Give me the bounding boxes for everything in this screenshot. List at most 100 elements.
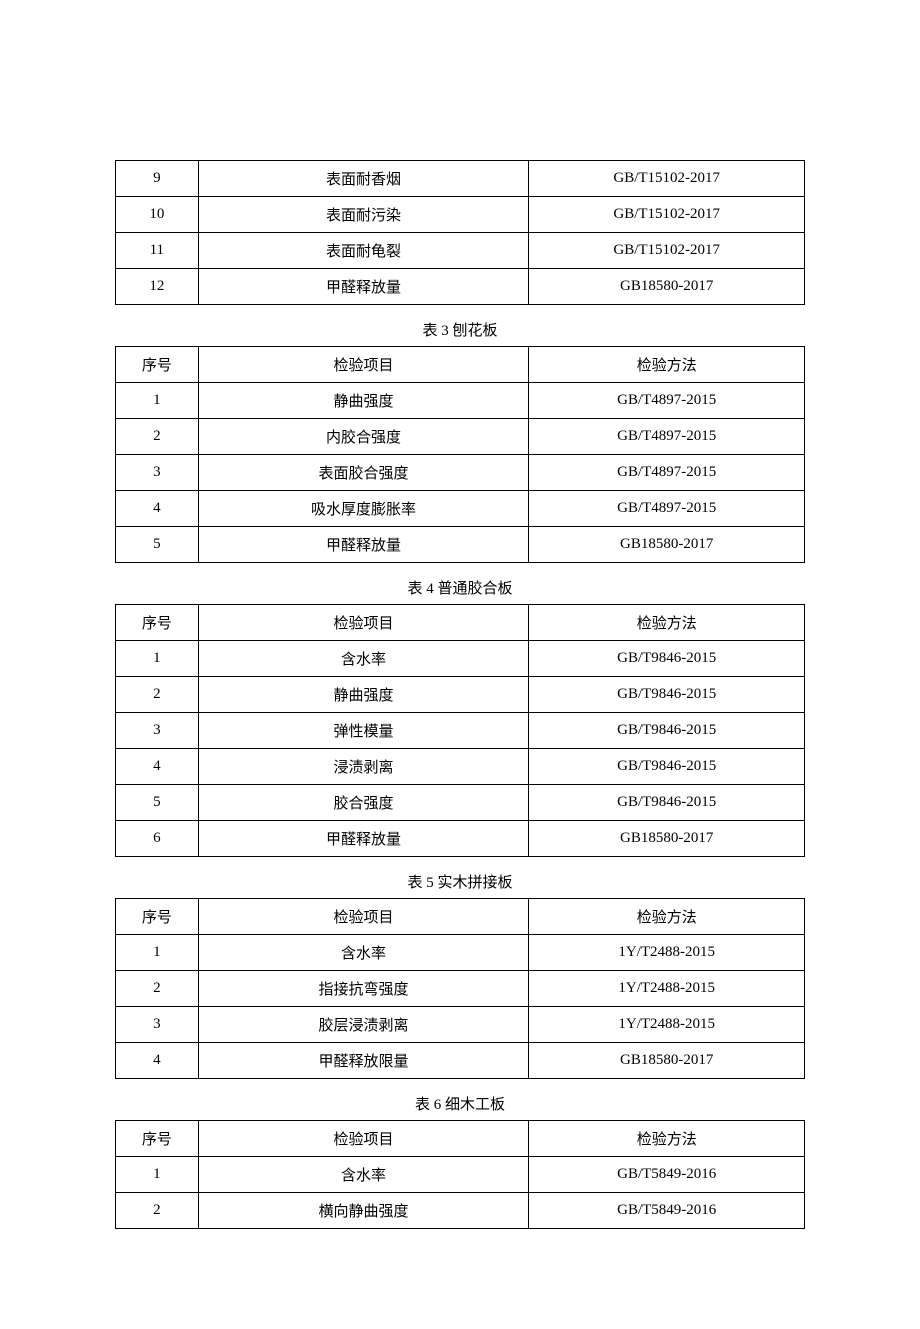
cell-item: 指接抗弯强度 <box>198 971 529 1007</box>
table-row: 2横向静曲强度GB/T5849-2016 <box>116 1193 805 1229</box>
table-row: 3胶层浸渍剥离1Y/T2488-2015 <box>116 1007 805 1043</box>
cell-seq: 3 <box>116 713 199 749</box>
cell-item: 胶层浸渍剥离 <box>198 1007 529 1043</box>
table-row: 4吸水厚度膨胀率GB/T4897-2015 <box>116 491 805 527</box>
cell-seq: 9 <box>116 161 199 197</box>
cell-method: GB/T9846-2015 <box>529 785 805 821</box>
cell-method: GB18580-2017 <box>529 821 805 857</box>
cell-method: GB/T5849-2016 <box>529 1193 805 1229</box>
cell-item: 静曲强度 <box>198 383 529 419</box>
cell-method: 1Y/T2488-2015 <box>529 971 805 1007</box>
cell-method: GB/T15102-2017 <box>529 233 805 269</box>
cell-item: 横向静曲强度 <box>198 1193 529 1229</box>
table6-caption: 表 6 细木工板 <box>115 1093 805 1114</box>
table-row: 12甲醛释放量GB18580-2017 <box>116 269 805 305</box>
cell-item: 甲醛释放量 <box>198 821 529 857</box>
table-row: 1含水率GB/T9846-2015 <box>116 641 805 677</box>
cell-item: 表面耐龟裂 <box>198 233 529 269</box>
table-row: 5甲醛释放量GB18580-2017 <box>116 527 805 563</box>
table-row: 6甲醛释放量GB18580-2017 <box>116 821 805 857</box>
table6-body: 1含水率GB/T5849-20162横向静曲强度GB/T5849-2016 <box>116 1157 805 1229</box>
table-row: 2静曲强度GB/T9846-2015 <box>116 677 805 713</box>
table-row: 10表面耐污染GB/T15102-2017 <box>116 197 805 233</box>
cell-seq: 6 <box>116 821 199 857</box>
table-row: 2指接抗弯强度1Y/T2488-2015 <box>116 971 805 1007</box>
cell-seq: 4 <box>116 491 199 527</box>
table4: 序号 检验项目 检验方法 1含水率GB/T9846-20152静曲强度GB/T9… <box>115 604 805 857</box>
table-row: 1含水率1Y/T2488-2015 <box>116 935 805 971</box>
table4-caption: 表 4 普通胶合板 <box>115 577 805 598</box>
cell-method: GB18580-2017 <box>529 527 805 563</box>
cell-item: 静曲强度 <box>198 677 529 713</box>
header-method: 检验方法 <box>529 347 805 383</box>
table5-body: 1含水率1Y/T2488-20152指接抗弯强度1Y/T2488-20153胶层… <box>116 935 805 1079</box>
header-seq: 序号 <box>116 899 199 935</box>
header-seq: 序号 <box>116 1121 199 1157</box>
cell-method: GB/T9846-2015 <box>529 749 805 785</box>
cell-item: 内胶合强度 <box>198 419 529 455</box>
header-item: 检验项目 <box>198 899 529 935</box>
header-seq: 序号 <box>116 605 199 641</box>
table-row: 3表面胶合强度GB/T4897-2015 <box>116 455 805 491</box>
cell-method: GB/T5849-2016 <box>529 1157 805 1193</box>
table-row: 1静曲强度GB/T4897-2015 <box>116 383 805 419</box>
cell-method: GB/T15102-2017 <box>529 161 805 197</box>
table5: 序号 检验项目 检验方法 1含水率1Y/T2488-20152指接抗弯强度1Y/… <box>115 898 805 1079</box>
cell-method: GB18580-2017 <box>529 1043 805 1079</box>
cell-item: 表面耐香烟 <box>198 161 529 197</box>
cell-method: GB/T9846-2015 <box>529 641 805 677</box>
cell-item: 甲醛释放量 <box>198 269 529 305</box>
cell-seq: 2 <box>116 419 199 455</box>
table4-body: 1含水率GB/T9846-20152静曲强度GB/T9846-20153弹性模量… <box>116 641 805 857</box>
header-method: 检验方法 <box>529 1121 805 1157</box>
table-row: 9表面耐香烟GB/T15102-2017 <box>116 161 805 197</box>
table-row: 11表面耐龟裂GB/T15102-2017 <box>116 233 805 269</box>
cell-item: 弹性模量 <box>198 713 529 749</box>
cell-seq: 1 <box>116 935 199 971</box>
table-row: 4浸渍剥离GB/T9846-2015 <box>116 749 805 785</box>
cell-method: GB18580-2017 <box>529 269 805 305</box>
cell-seq: 1 <box>116 1157 199 1193</box>
table-partial: 9表面耐香烟GB/T15102-201710表面耐污染GB/T15102-201… <box>115 160 805 305</box>
cell-item: 甲醛释放量 <box>198 527 529 563</box>
table6: 序号 检验项目 检验方法 1含水率GB/T5849-20162横向静曲强度GB/… <box>115 1120 805 1229</box>
cell-seq: 5 <box>116 785 199 821</box>
cell-item: 浸渍剥离 <box>198 749 529 785</box>
cell-item: 表面胶合强度 <box>198 455 529 491</box>
table-partial-body: 9表面耐香烟GB/T15102-201710表面耐污染GB/T15102-201… <box>116 161 805 305</box>
cell-item: 表面耐污染 <box>198 197 529 233</box>
cell-method: 1Y/T2488-2015 <box>529 935 805 971</box>
cell-method: GB/T9846-2015 <box>529 713 805 749</box>
cell-method: 1Y/T2488-2015 <box>529 1007 805 1043</box>
cell-seq: 5 <box>116 527 199 563</box>
cell-method: GB/T4897-2015 <box>529 491 805 527</box>
cell-seq: 10 <box>116 197 199 233</box>
table-row: 2内胶合强度GB/T4897-2015 <box>116 419 805 455</box>
cell-seq: 3 <box>116 1007 199 1043</box>
table-header-row: 序号 检验项目 检验方法 <box>116 1121 805 1157</box>
header-item: 检验项目 <box>198 605 529 641</box>
header-item: 检验项目 <box>198 347 529 383</box>
cell-method: GB/T4897-2015 <box>529 419 805 455</box>
cell-seq: 4 <box>116 749 199 785</box>
table3-body: 1静曲强度GB/T4897-20152内胶合强度GB/T4897-20153表面… <box>116 383 805 563</box>
cell-seq: 2 <box>116 1193 199 1229</box>
table-header-row: 序号 检验项目 检验方法 <box>116 899 805 935</box>
table3-caption: 表 3 刨花板 <box>115 319 805 340</box>
table3: 序号 检验项目 检验方法 1静曲强度GB/T4897-20152内胶合强度GB/… <box>115 346 805 563</box>
cell-item: 含水率 <box>198 935 529 971</box>
cell-seq: 2 <box>116 677 199 713</box>
cell-method: GB/T9846-2015 <box>529 677 805 713</box>
cell-item: 胶合强度 <box>198 785 529 821</box>
cell-seq: 11 <box>116 233 199 269</box>
cell-item: 吸水厚度膨胀率 <box>198 491 529 527</box>
cell-seq: 1 <box>116 383 199 419</box>
table5-caption: 表 5 实木拼接板 <box>115 871 805 892</box>
cell-item: 含水率 <box>198 641 529 677</box>
header-method: 检验方法 <box>529 605 805 641</box>
table-row: 1含水率GB/T5849-2016 <box>116 1157 805 1193</box>
table-row: 3弹性模量GB/T9846-2015 <box>116 713 805 749</box>
cell-item: 含水率 <box>198 1157 529 1193</box>
header-item: 检验项目 <box>198 1121 529 1157</box>
table-header-row: 序号 检验项目 检验方法 <box>116 347 805 383</box>
